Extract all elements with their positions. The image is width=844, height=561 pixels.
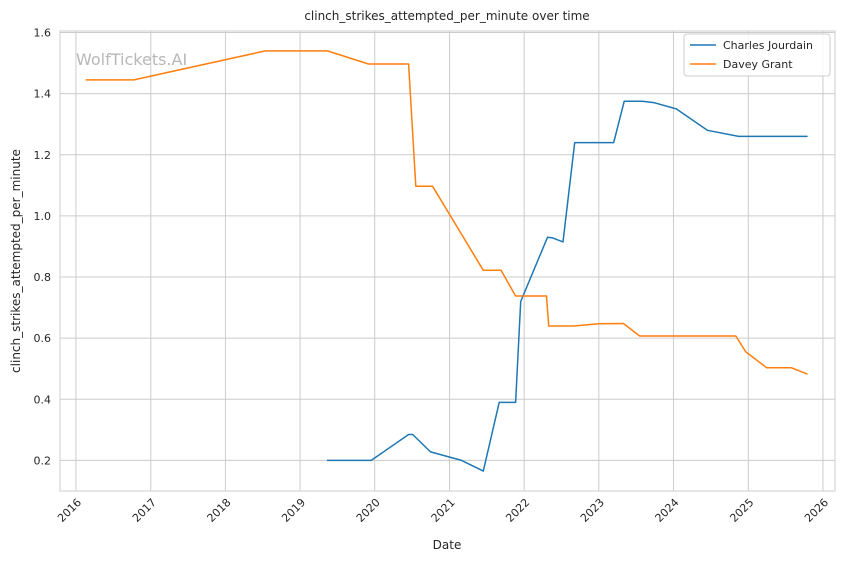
y-tick-label: 1.4 [34,88,52,101]
plot-frame [59,30,836,492]
x-axis-title: Date [433,538,462,552]
watermark-text: WolfTickets.AI [76,50,187,69]
x-tick-label: 2025 [727,496,756,525]
x-tick-label: 2021 [429,496,458,525]
x-tick-label: 2026 [802,496,831,525]
y-tick-label: 0.8 [34,271,52,284]
series-layer [85,50,808,472]
x-tick-label: 2017 [130,496,159,525]
y-tick-label: 0.4 [34,393,52,406]
y-tick-labels: 0.2 0.4 0.6 0.8 1.0 1.2 1.4 1.6 [34,27,52,468]
x-tick-label: 2016 [55,496,84,525]
y-tick-label: 1.6 [34,27,52,40]
x-tick-label: 2024 [653,496,682,525]
x-tick-label: 2019 [279,496,308,525]
legend-label-1: Davey Grant [723,58,793,71]
legend: Charles Jourdain Davey Grant [683,33,831,77]
grid [60,31,835,491]
x-tick-labels: 2016 2017 2018 2019 2020 2021 2022 2023 2024 2025… [55,496,831,525]
y-tick-label: 0.2 [34,454,52,467]
plot-area [60,31,835,491]
series-line-0 [326,100,808,472]
x-tick-label: 2022 [503,496,532,525]
y-tick-label: 0.6 [34,332,52,345]
series-line-1 [85,50,808,375]
chart-title: clinch_strikes_attempted_per_minute over… [304,9,589,23]
y-tick-label: 1.2 [34,149,52,162]
y-tick-label: 1.0 [34,210,52,223]
legend-box [683,33,831,77]
legend-label-0: Charles Jourdain [723,39,813,52]
x-tick-label: 2018 [205,496,234,525]
x-tick-label: 2020 [354,496,383,525]
x-tick-label: 2023 [578,496,607,525]
y-axis-title: clinch_strikes_attempted_per_minute [9,149,23,373]
